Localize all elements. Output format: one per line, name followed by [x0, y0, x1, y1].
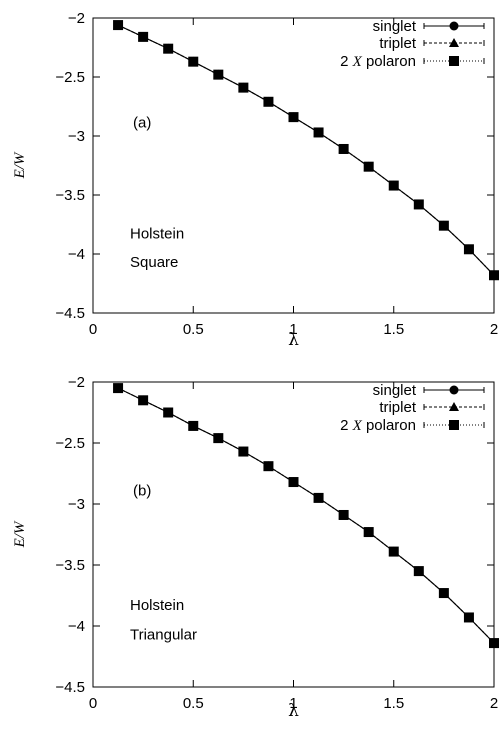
x-tick-label: 1.5	[383, 695, 404, 712]
y-tick-label: −4	[68, 618, 85, 635]
marker-square	[489, 270, 499, 281]
marker-square	[138, 395, 149, 406]
annotation-model: Holstein	[130, 226, 184, 243]
marker-square	[288, 477, 299, 488]
marker-square	[188, 56, 199, 67]
marker-square	[313, 127, 324, 138]
marker-square	[138, 31, 149, 42]
marker-square	[163, 407, 174, 418]
marker-square	[463, 612, 474, 623]
marker-square	[363, 161, 374, 172]
marker-square	[449, 56, 459, 66]
chart-panel-b: 0 0.5 1 1.5 2 −2 −2.5 −3 −3.5 −4 −4.5 λ E/W (b) Holste…	[12, 374, 499, 721]
x-tick-label: 0.5	[183, 695, 204, 712]
x-tick-label: 2	[490, 321, 498, 338]
marker-square	[413, 566, 424, 577]
annotation-lattice: Square	[130, 254, 178, 271]
annotation-model: Holstein	[130, 597, 184, 614]
y-axis: −2 −2.5 −3 −3.5 −4 −4.5	[55, 374, 494, 696]
marker-square	[263, 461, 274, 472]
marker-square	[449, 420, 459, 430]
marker-square	[213, 433, 224, 444]
legend-label: triplet	[379, 35, 417, 52]
x-tick-label: 1.5	[383, 321, 404, 338]
marker-square	[489, 638, 499, 649]
legend-label: triplet	[379, 399, 417, 416]
legend-label-part: 2	[340, 417, 353, 434]
x-tick-label: 0.5	[183, 321, 204, 338]
legend-label: singlet	[373, 18, 417, 35]
marker-square	[413, 199, 424, 210]
legend-label: singlet	[373, 382, 417, 399]
y-tick-label: −2	[68, 374, 85, 391]
marker-square	[263, 96, 274, 107]
legend-label-part: 2	[340, 53, 353, 70]
panel-label: (b)	[133, 482, 151, 499]
series-line	[117, 387, 495, 644]
x-tick-label: 0	[89, 321, 97, 338]
x-axis-label: λ	[288, 701, 299, 721]
y-tick-label: −2.5	[55, 435, 85, 452]
series-2	[113, 20, 499, 281]
y-tick-label: −3.5	[55, 187, 85, 204]
marker-circle	[449, 21, 459, 31]
marker-triangle	[449, 38, 459, 47]
y-tick-label: −3	[68, 128, 85, 145]
marker-square	[188, 420, 199, 431]
x-tick-label: 1	[289, 321, 297, 338]
marker-square	[113, 20, 124, 31]
marker-square	[113, 383, 124, 394]
marker-triangle	[449, 402, 459, 411]
marker-square	[338, 509, 349, 520]
y-axis: −2 −2.5 −3 −3.5 −4 −4.5	[55, 10, 494, 322]
series-line	[117, 24, 495, 276]
marker-square	[163, 43, 174, 54]
legend-label-part: polaron	[362, 417, 416, 434]
x-tick-label: 1	[289, 695, 297, 712]
legend-label-part: polaron	[362, 53, 416, 70]
y-axis-label: E/W	[12, 520, 28, 548]
y-axis-label: E/W	[12, 151, 28, 179]
marker-square	[438, 220, 449, 231]
marker-square	[338, 143, 349, 154]
marker-square	[238, 446, 249, 457]
x-tick-label: 2	[490, 695, 498, 712]
marker-square	[463, 244, 474, 255]
marker-circle	[449, 385, 459, 395]
chart-panel-a: 0 0.5 1 1.5 2 −2 −2.5 −3 −3.5 −4 −4.5 λ E/W (a) Holste…	[12, 10, 499, 350]
y-tick-label: −4	[68, 246, 85, 263]
y-tick-label: −2	[68, 10, 85, 27]
y-tick-label: −4.5	[55, 679, 85, 696]
y-tick-label: −3	[68, 496, 85, 513]
series-2	[113, 383, 499, 649]
legend-label-part: X	[352, 54, 363, 70]
x-axis: 0 0.5 1 1.5 2	[89, 18, 498, 338]
annotation-lattice: Triangular	[130, 626, 197, 643]
legend-label: 2 X polaron	[340, 417, 416, 434]
y-tick-label: −2.5	[55, 69, 85, 86]
panel-label: (a)	[133, 115, 151, 132]
legend-label-part: X	[352, 418, 363, 434]
marker-square	[238, 82, 249, 93]
y-tick-label: −3.5	[55, 557, 85, 574]
marker-square	[313, 492, 324, 503]
x-tick-label: 0	[89, 695, 97, 712]
marker-square	[388, 180, 399, 191]
x-axis: 0 0.5 1 1.5 2	[89, 382, 498, 712]
marker-square	[363, 527, 374, 538]
marker-square	[213, 69, 224, 80]
y-tick-label: −4.5	[55, 305, 85, 322]
legend-label: 2 X polaron	[340, 53, 416, 70]
marker-square	[388, 546, 399, 557]
series-line	[117, 24, 495, 276]
marker-square	[438, 588, 449, 599]
x-axis-label: λ	[288, 330, 299, 350]
marker-square	[288, 112, 299, 123]
